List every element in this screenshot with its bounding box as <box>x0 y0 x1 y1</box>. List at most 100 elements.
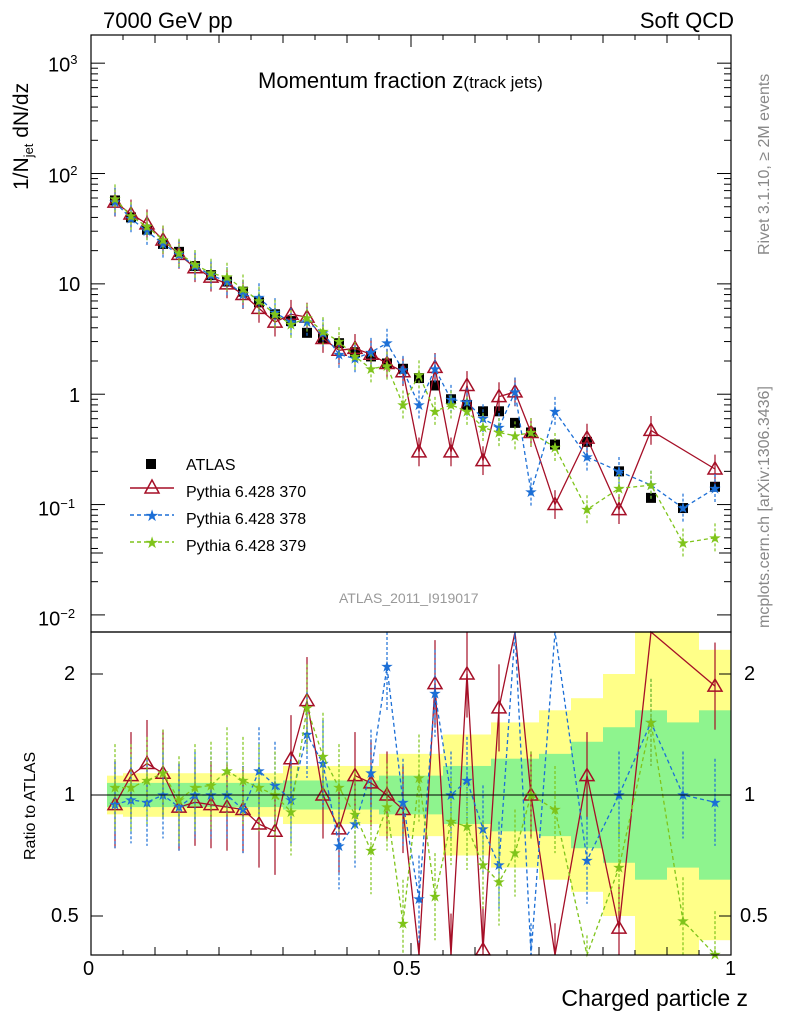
legend-marker-379: ★ <box>145 535 159 552</box>
series-3-main-line <box>114 198 716 544</box>
series-1-main-line <box>114 201 716 512</box>
plot-title-z: z <box>452 68 464 93</box>
series-3-ratio-19-point: ★ <box>412 770 425 787</box>
series-3-ratio-4-point: ★ <box>172 792 185 809</box>
legend-label-378: Pythia 6.428 378 <box>186 511 307 528</box>
series-1-ratio-28-point <box>578 767 596 782</box>
series-3-main-21-point: ★ <box>444 397 457 414</box>
y-tick-0.1: 10−1 <box>38 496 76 521</box>
series-0-main-20-point <box>430 380 440 391</box>
x-tick-1: 1 <box>725 958 737 980</box>
ratio-tick-right-1: 1 <box>744 784 756 806</box>
series-1-main-29-point <box>610 501 628 516</box>
legend-label-379: Pythia 6.428 379 <box>186 538 307 555</box>
series-2-ratio-20-point: ★ <box>428 685 441 702</box>
ratio-tick-left-0.5: 0.5 <box>51 905 79 927</box>
series-2: ★★★★★★★ ★★ ★★★ ★★★ ★ ★★★★★★ ★★★★★★★★★★★★ ★ ★ ★★★★… <box>108 187 722 956</box>
series-3-ratio-6-point: ★ <box>204 777 217 794</box>
series-1-ratio-9-point <box>250 815 268 830</box>
rivet-version-label: Rivet 3.1.10, ≥ 2M events <box>756 73 773 255</box>
legend-marker-atlas <box>146 459 156 469</box>
series-3-ratio-8-point: ★ <box>236 772 249 789</box>
series-2-main-18-point: ★ <box>396 362 409 379</box>
series-3-main-32-point: ★ <box>708 530 721 547</box>
y-tick-0.01: 10−2 <box>38 606 76 631</box>
y-tick-1000: 103 <box>48 52 78 77</box>
series-1-main-32-point <box>706 460 724 475</box>
y-tick-1: 1 <box>69 385 81 407</box>
series-1-main-27-point <box>546 496 564 511</box>
series-3-main-5-point: ★ <box>188 256 201 273</box>
series-3-main-24-point: ★ <box>492 424 505 441</box>
series-3-main-13-point: ★ <box>316 324 329 341</box>
series-1-main-19-point <box>410 443 428 458</box>
series-2-main-21-point: ★ <box>444 391 457 408</box>
axis-ticks <box>90 35 732 955</box>
series-3: ★★★★★★★ ★★★★★ ★★★★★ ★★★★ ★ ★★ ★ ★ ★★★★ ★★ ★★ ★ ★ ★★★ ★… <box>108 184 722 964</box>
x-axis-label: Charged particle z <box>561 985 748 1011</box>
series-1-main-26-point <box>522 423 540 439</box>
header-right: Soft QCD <box>639 8 734 33</box>
series-3-ratio-15-point: ★ <box>348 806 361 823</box>
header-left: 7000 GeV pp <box>103 8 233 33</box>
x-tick-0: 0 <box>83 958 95 980</box>
ratio-tick-right-0.5: 0.5 <box>740 905 768 927</box>
series-layer: ★★★★★★★ ★★ ★★★ ★★★ ★ ★★★★★★ ★★★★★★★★★★★★ ★ ★ ★★★★… <box>106 184 724 964</box>
series-3-main-7-point: ★ <box>220 269 233 286</box>
series-3-main-31-point: ★ <box>676 535 689 552</box>
series-1-ratio-26-point <box>522 786 540 801</box>
analysis-watermark: ATLAS_2011_I919017 <box>339 590 479 606</box>
series-3-main-29-point: ★ <box>612 480 625 497</box>
y-tick-10: 10 <box>58 274 81 296</box>
series-3-main-12-point: ★ <box>300 310 313 327</box>
legend-marker-370 <box>143 478 161 494</box>
series-2-main-26-point: ★ <box>524 484 537 501</box>
series-3-ratio-line <box>115 707 716 958</box>
series-1-main-23-point <box>474 452 492 467</box>
series-2-main-7-point: ★ <box>220 274 233 291</box>
series-3-main-17-point: ★ <box>380 358 393 375</box>
series-2-main-29-point: ★ <box>612 463 625 480</box>
series-2-ratio-32-point: ★ <box>708 794 721 811</box>
x-tick-0.5: 0.5 <box>393 958 421 980</box>
series-2-ratio-22-point: ★ <box>460 772 473 789</box>
series-2-ratio-8-point: ★ <box>236 802 249 819</box>
series-3-ratio-2-point: ★ <box>140 772 153 789</box>
y-label-sub: jet <box>21 143 37 158</box>
series-3-main-18-point: ★ <box>396 397 409 414</box>
y-tick-100: 102 <box>48 163 78 188</box>
series-2-main-28-point: ★ <box>580 449 593 466</box>
ratio-tick-right-2: 2 <box>744 663 756 685</box>
series-0-main-21-point <box>446 394 456 405</box>
series-1-main-25-point <box>506 383 524 398</box>
y-label-part: 1/N <box>10 157 33 190</box>
series-1-ratio-line <box>114 630 716 956</box>
series-3-ratio-30-point: ★ <box>644 714 657 731</box>
plot-title-sub: (track jets) <box>463 73 543 92</box>
series-3-main-8-point: ★ <box>236 281 249 298</box>
legend-label-370: Pythia 6.428 370 <box>186 484 307 501</box>
series-1-main-21-point <box>442 443 460 458</box>
series-2-main-line <box>114 201 716 509</box>
series-2-ratio-19-point: ★ <box>412 891 425 908</box>
legend-marker-378: ★ <box>145 508 159 525</box>
series-2-main-20-point: ★ <box>428 361 441 378</box>
series-2-main-32-point: ★ <box>708 480 721 497</box>
series-0-main-24-point <box>494 406 504 417</box>
y-axis-label-main: 1/Njet dN/dz <box>10 83 36 190</box>
ratio-tick-left-2: 2 <box>64 663 76 685</box>
series-3-ratio-27-point: ★ <box>548 802 561 819</box>
ratio-tick-left-1: 1 <box>64 784 76 806</box>
series-3-ratio-18-point: ★ <box>396 915 409 932</box>
series-2-ratio-10-point: ★ <box>268 777 281 794</box>
series-3-ratio-21-point: ★ <box>444 814 457 831</box>
series-1-ratio-29-point <box>610 919 628 934</box>
plot-title: Momentum fraction z(track jets) <box>258 68 543 94</box>
series-1-main-30-point <box>642 421 660 437</box>
series-0-main-29-point <box>614 466 624 477</box>
series-1-ratio-32-point <box>706 677 724 692</box>
legend-label-atlas: ATLAS <box>186 457 236 474</box>
legend-markers: ★ ★ <box>130 459 174 552</box>
y-label-rest: dN/dz <box>10 82 33 144</box>
